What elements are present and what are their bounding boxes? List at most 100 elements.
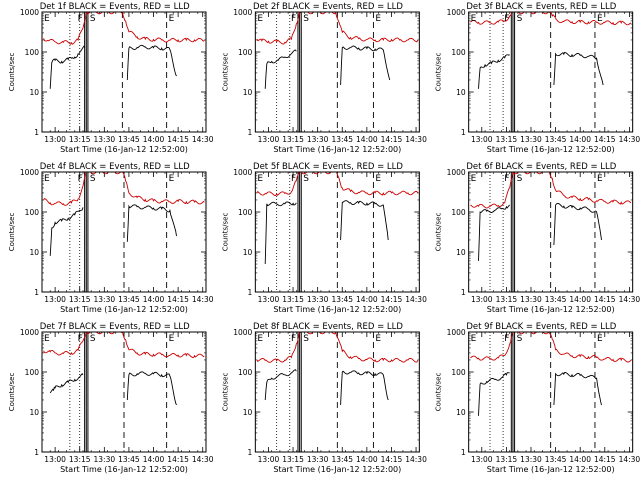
plot-frame [254, 331, 420, 453]
y-tick-label: 10 [243, 248, 253, 257]
panel-8: Det 8f BLACK = Events, RED = LLD Counts/s… [221, 322, 427, 474]
plot-frame [468, 331, 634, 453]
x-tick-label: 13:00 [258, 455, 280, 464]
lld-series-line [256, 332, 419, 363]
y-tick-label: 100 [25, 208, 40, 217]
plot-frame [41, 11, 207, 133]
y-tick-label: 10 [29, 248, 39, 257]
event-marker-label: E [257, 334, 263, 344]
y-tick-label: 100 [25, 368, 40, 377]
y-tick-label: 1000 [233, 168, 252, 177]
y-axis-label: Counts/sec [8, 373, 16, 412]
x-axis-label: Start Time (16-Jan-12 12:52:00) [273, 305, 401, 314]
lld-series-line [470, 172, 632, 209]
x-tick-label: 13:30 [94, 455, 116, 464]
y-tick-label: 10 [456, 88, 466, 97]
x-axis-label: Start Time (16-Jan-12 12:52:00) [273, 145, 401, 154]
x-tick-label: 13:30 [94, 295, 116, 304]
panel-3: Det 3f BLACK = Events, RED = LLD Counts/s… [435, 2, 640, 154]
events-series-line [264, 200, 389, 265]
events-series-line [478, 52, 604, 89]
y-tick-label: 1 [461, 288, 466, 297]
plot-frame [468, 11, 634, 133]
y-tick-label: 1000 [20, 168, 39, 177]
x-tick-label: 14:30 [192, 295, 214, 304]
event-marker-label: F [78, 14, 83, 24]
event-marker-label: S [303, 334, 309, 344]
event-marker-label: F [291, 14, 296, 24]
x-tick-label: 13:00 [44, 135, 66, 144]
event-marker-label: E [375, 14, 381, 24]
x-tick-label: 13:45 [545, 135, 567, 144]
event-marker-label: E [597, 174, 603, 184]
event-marker-label: S [90, 334, 96, 344]
plot-frame [254, 11, 420, 133]
event-marker-label: F [78, 174, 83, 184]
y-tick-label: 10 [243, 408, 253, 417]
plot-area [470, 332, 632, 452]
y-tick-label: 1000 [233, 328, 252, 337]
event-marker-label: S [303, 174, 309, 184]
panel-title: Det 8f BLACK = Events, RED = LLD [253, 322, 403, 332]
x-tick-label: 13:00 [258, 295, 280, 304]
x-tick-label: 14:30 [192, 455, 214, 464]
x-tick-label: 13:30 [94, 135, 116, 144]
events-series-line [264, 369, 389, 406]
event-marker-label: E [257, 14, 263, 24]
plot-area [256, 172, 419, 292]
x-tick-label: 13:15 [282, 455, 304, 464]
event-marker-label: S [517, 14, 523, 24]
panel-5: Det 5f BLACK = Events, RED = LLD Counts/s… [221, 162, 427, 314]
x-tick-label: 14:30 [619, 455, 640, 464]
lld-series-line [470, 332, 632, 363]
x-tick-label: 14:00 [569, 135, 591, 144]
x-tick-label: 13:00 [258, 135, 280, 144]
events-series-line [49, 204, 177, 256]
event-marker-label: S [303, 14, 309, 24]
x-tick-label: 13:15 [282, 295, 304, 304]
x-tick-label: 13:45 [118, 455, 140, 464]
event-marker-label: S [90, 14, 96, 24]
event-marker-label: E [597, 14, 603, 24]
x-axis-label: Start Time (16-Jan-12 12:52:00) [60, 305, 188, 314]
panel-1: Det 1f BLACK = Events, RED = LLD Counts/s… [8, 2, 214, 154]
x-tick-label: 13:00 [471, 135, 493, 144]
x-tick-label: 13:15 [69, 135, 91, 144]
y-axis-label: Counts/sec [221, 213, 229, 252]
x-tick-label: 13:00 [44, 455, 66, 464]
event-marker-label: E [471, 14, 477, 24]
x-tick-label: 14:30 [619, 135, 640, 144]
y-tick-label: 10 [243, 88, 253, 97]
x-tick-label: 14:15 [167, 135, 189, 144]
x-tick-label: 13:45 [545, 455, 567, 464]
event-marker-label: F [78, 334, 83, 344]
panel-title: Det 4f BLACK = Events, RED = LLD [40, 162, 190, 172]
lld-series-line [43, 12, 205, 45]
event-marker-label: S [90, 174, 96, 184]
y-tick-label: 1 [461, 448, 466, 457]
x-tick-label: 13:15 [496, 295, 518, 304]
event-marker-label: F [504, 174, 509, 184]
x-tick-label: 13:30 [307, 295, 329, 304]
x-tick-label: 14:15 [594, 135, 616, 144]
event-marker-label: S [517, 334, 523, 344]
panel-4: Det 4f BLACK = Events, RED = LLD Counts/s… [8, 162, 214, 314]
event-marker-label: F [291, 174, 296, 184]
x-tick-label: 13:00 [44, 295, 66, 304]
x-tick-label: 13:30 [307, 455, 329, 464]
lld-series-line [43, 332, 205, 358]
x-tick-label: 13:00 [471, 295, 493, 304]
x-tick-label: 13:45 [118, 295, 140, 304]
events-series-line [478, 372, 602, 416]
event-marker-label: E [44, 334, 50, 344]
x-tick-label: 13:15 [496, 135, 518, 144]
events-series-line [478, 203, 602, 261]
plot-area [470, 172, 632, 292]
event-marker-label: E [471, 334, 477, 344]
plot-area [43, 12, 205, 132]
event-marker-label: E [169, 334, 175, 344]
x-tick-label: 14:30 [619, 295, 640, 304]
y-tick-label: 100 [238, 368, 253, 377]
plot-frame [41, 171, 207, 293]
y-tick-label: 1 [34, 448, 39, 457]
